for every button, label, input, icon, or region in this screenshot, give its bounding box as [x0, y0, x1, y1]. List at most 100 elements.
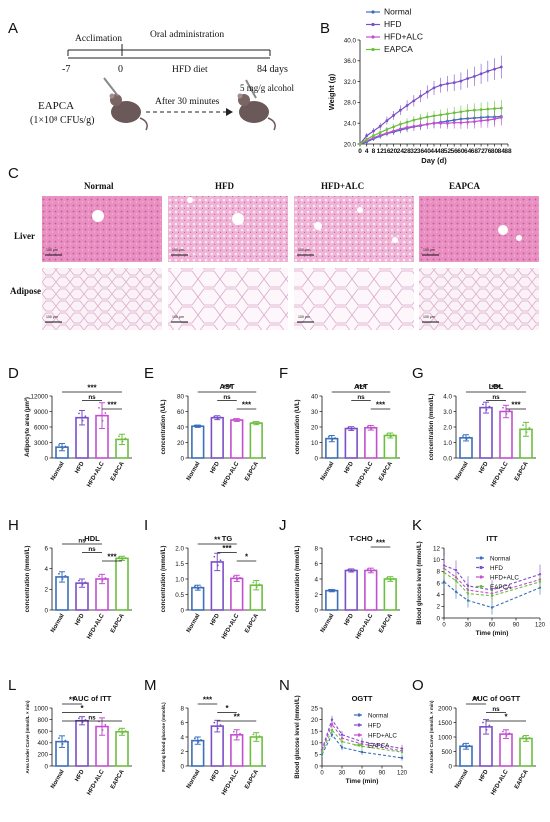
data-point — [340, 733, 344, 736]
x-tick-label: EAPCA — [110, 612, 126, 634]
scalebar-label: 100 μm — [172, 315, 184, 319]
data-point — [400, 750, 404, 754]
data-point — [442, 571, 446, 574]
x-tick-label: 84 — [498, 148, 506, 155]
x-tick-label: EAPCA — [244, 612, 260, 634]
panel-letter-e: E — [144, 365, 154, 382]
y-tick-label: 1.5 — [175, 561, 184, 568]
significance-label: *** — [356, 384, 366, 393]
data-point — [452, 121, 456, 125]
data-point — [331, 438, 334, 441]
data-point — [398, 127, 402, 131]
x-tick-label: EAPCA — [244, 768, 260, 790]
data-point — [365, 137, 369, 141]
x-tick-label: Normal — [186, 769, 202, 790]
x-tick-label: 0 — [442, 623, 446, 629]
data-point — [58, 572, 60, 575]
bar-hfd — [479, 406, 493, 459]
data-point — [353, 569, 356, 572]
panel-letter-k: K — [412, 517, 422, 534]
y-axis-label: Weight (g) — [327, 73, 336, 110]
data-point — [386, 433, 389, 435]
y-tick-label: 2000 — [438, 705, 453, 712]
significance-label: ns — [492, 706, 500, 713]
y-tick-label: 12000 — [30, 393, 48, 400]
data-point — [78, 717, 80, 720]
data-point — [200, 739, 202, 741]
data-point — [462, 743, 464, 746]
panel-letter-h: H — [8, 517, 19, 534]
data-point — [216, 417, 219, 420]
significance-label: ns — [223, 394, 231, 401]
data-point — [432, 121, 436, 125]
data-point — [236, 419, 239, 422]
data-point — [439, 113, 443, 117]
significance-label: *** — [511, 401, 521, 410]
data-point — [239, 576, 241, 579]
data-point — [327, 589, 330, 591]
data-point — [522, 424, 524, 427]
data-point — [64, 445, 67, 448]
y-tick-label: 80 — [177, 393, 185, 400]
data-point — [365, 134, 369, 138]
panel-letter-l: L — [8, 677, 16, 694]
y-tick-label: 6 — [44, 545, 48, 552]
legend-label: EAPCA — [368, 743, 390, 750]
data-point — [482, 403, 484, 406]
bar-eapca — [519, 737, 533, 767]
histology-col-eapca: EAPCA — [449, 181, 480, 191]
series-line-eapca — [321, 728, 403, 753]
x-tick-label: HFD — [210, 768, 222, 782]
scalebar-label: 100 μm — [46, 248, 58, 252]
x-tick-label: HFD+ALC — [86, 768, 106, 796]
scheme-hfd-diet: HFD diet — [172, 65, 208, 75]
y-tick-label: 40 — [311, 393, 319, 400]
y-axis-label: concentration (U/L) — [295, 399, 301, 454]
bar-eapca — [383, 434, 397, 459]
data-point — [334, 437, 336, 439]
x-tick-label: 72 — [477, 148, 485, 155]
y-tick-label: 24.0 — [344, 121, 357, 128]
legend-label: HFD+ALC — [490, 575, 519, 582]
y-tick-label: 0 — [44, 607, 48, 614]
x-tick-label: HFD — [344, 612, 356, 626]
data-point — [468, 744, 471, 747]
line-chart-k: 0 2 4 6 8 10 12 ITT Blood glucose level (mmol/L)… — [417, 534, 546, 637]
significance-label: ns — [88, 546, 96, 553]
y-tick-label: 40 — [177, 424, 185, 431]
bar-hfd — [75, 719, 89, 767]
legend-label: EAPCA — [490, 584, 512, 591]
legend-label: HFD+ALC — [368, 733, 397, 740]
data-point — [472, 108, 476, 112]
histology-col-hfd: HFD — [215, 181, 234, 191]
data-point — [446, 121, 449, 125]
bar-eapca — [383, 578, 397, 611]
data-point — [508, 732, 511, 735]
panel-letter-n: N — [279, 677, 290, 694]
bar-chart-f: 0 10 20 30 40 ALT concentration (U/L) Normal HFD… — [295, 382, 400, 488]
y-tick-label: 6 — [314, 561, 318, 568]
y-axis-label: concentration (mmol/L) — [161, 546, 167, 613]
data-point — [124, 557, 127, 559]
significance-label: *** — [222, 544, 232, 553]
data-point — [370, 570, 373, 573]
data-point — [472, 75, 476, 78]
data-point — [78, 412, 80, 415]
scheme-day-start: -7 — [62, 64, 70, 75]
data-point — [104, 412, 107, 414]
data-point — [124, 437, 127, 440]
data-point — [385, 128, 389, 131]
legend-label: HFD — [490, 565, 503, 572]
y-tick-label: 3000 — [34, 440, 49, 447]
y-tick-label: 30 — [311, 409, 319, 416]
y-tick-label: 12 — [433, 545, 441, 552]
panel-letter-d: D — [8, 365, 19, 382]
data-point — [400, 756, 404, 760]
data-point — [425, 122, 429, 126]
y-tick-label: 0 — [44, 455, 48, 462]
y-axis-label: concentration (mmol/L) — [429, 394, 435, 461]
y-tick-label: 1500 — [438, 720, 453, 727]
x-tick-label: HFD — [478, 768, 490, 782]
